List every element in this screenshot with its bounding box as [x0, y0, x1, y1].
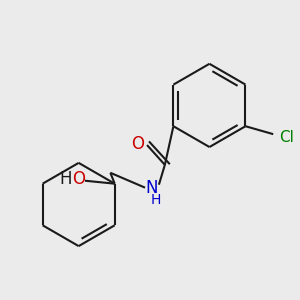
Text: H: H: [60, 170, 72, 188]
Text: O: O: [72, 170, 85, 188]
Text: N: N: [146, 178, 158, 196]
Text: O: O: [132, 135, 145, 153]
Text: Cl: Cl: [279, 130, 294, 145]
Text: H: H: [151, 193, 161, 206]
